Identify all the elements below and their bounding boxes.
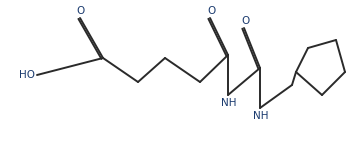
Text: NH: NH — [253, 111, 269, 121]
Text: O: O — [241, 16, 249, 26]
Text: NH: NH — [221, 98, 237, 108]
Text: O: O — [76, 6, 84, 16]
Text: O: O — [207, 6, 215, 16]
Text: HO: HO — [19, 70, 35, 80]
